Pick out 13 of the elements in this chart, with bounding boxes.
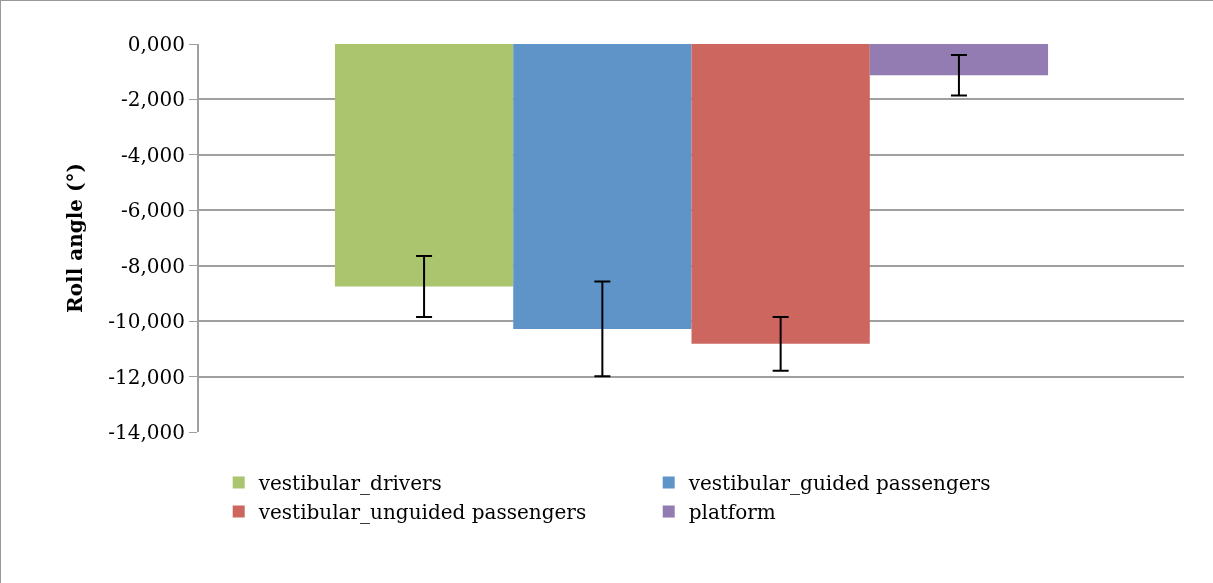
legend-label: vestibular_unguided passengers: [257, 500, 587, 525]
y-tick-label: 0,000: [127, 32, 185, 56]
y-axis-title: Roll angle (°): [63, 163, 88, 313]
legend-label: platform: [688, 500, 776, 525]
legend-label: vestibular_drivers: [257, 471, 442, 496]
y-tick-label: -4,000: [120, 142, 185, 167]
y-tick-label: -12,000: [108, 364, 185, 389]
y-tick-label: -8,000: [120, 253, 185, 278]
y-tick-label: -10,000: [108, 309, 185, 334]
y-tick-label: -6,000: [120, 198, 185, 223]
legend-label: vestibular_guided passengers: [687, 471, 991, 496]
y-tick-label: -14,000: [108, 420, 185, 444]
y-tick-label: -2,000: [120, 87, 185, 112]
